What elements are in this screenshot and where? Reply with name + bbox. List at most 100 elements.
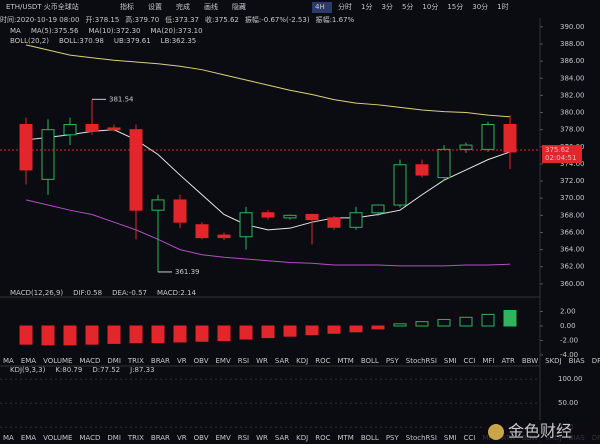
- macd-bar: [481, 313, 495, 327]
- candle-body: [305, 213, 319, 221]
- indicator-tab[interactable]: StochRSI: [406, 434, 437, 442]
- indicator-tab[interactable]: VR: [177, 357, 187, 365]
- indicator-tab[interactable]: CCI: [463, 434, 475, 442]
- indicator-tab[interactable]: SAR: [275, 357, 289, 365]
- indicator-tab[interactable]: BOLL: [361, 357, 379, 365]
- macd-bar: [371, 325, 385, 330]
- indicator-tab[interactable]: EMV: [215, 357, 230, 365]
- indicator-tab[interactable]: WR: [256, 434, 268, 442]
- period-tab[interactable]: 10分: [422, 2, 438, 11]
- macd-bar: [283, 325, 297, 337]
- indicator-tab[interactable]: MA: [3, 434, 14, 442]
- macd-bar: [129, 325, 143, 344]
- indicator-line: [25, 44, 511, 118]
- period-tab[interactable]: 30分: [472, 2, 488, 11]
- indicator-tab[interactable]: PSY: [386, 434, 400, 442]
- indicator-tab[interactable]: TRIX: [127, 434, 144, 442]
- period-tab[interactable]: 5分: [402, 2, 413, 11]
- indicator-tab[interactable]: SMI: [444, 357, 457, 365]
- indicator-tab[interactable]: ROC: [315, 434, 330, 442]
- indicator-tab[interactable]: RSI: [238, 434, 249, 442]
- indicator-tab[interactable]: MTM: [337, 434, 353, 442]
- period-tab[interactable]: 分时: [338, 2, 352, 11]
- indicator-tab[interactable]: DMI: [107, 434, 121, 442]
- indicator-tab[interactable]: VOLUME: [43, 357, 72, 365]
- annotation: 361.39: [175, 268, 200, 276]
- indicator-tab[interactable]: RSI: [238, 357, 249, 365]
- indicator-tab[interactable]: DPO: [592, 357, 600, 365]
- indicator-tab[interactable]: OBV: [194, 434, 209, 442]
- macd-bar: [173, 325, 187, 343]
- indicator-tab[interactable]: MACD: [79, 434, 100, 442]
- indicator-tab[interactable]: CCI: [463, 357, 475, 365]
- indicator-tab[interactable]: MA: [3, 357, 14, 365]
- candle-body: [371, 204, 385, 214]
- candle-body: [85, 124, 99, 132]
- indicator-tab[interactable]: DMI: [107, 357, 121, 365]
- macd-bar: [85, 325, 99, 345]
- candle-body: [393, 164, 407, 206]
- indicator-tab[interactable]: MFI: [482, 357, 494, 365]
- info-item: 低:373.37: [165, 15, 199, 24]
- candle-body: [19, 124, 33, 171]
- candle-body: [261, 212, 275, 218]
- pair-title[interactable]: ETH/USDT 火币全球站: [6, 2, 79, 11]
- period-tab[interactable]: 1分: [361, 2, 372, 11]
- indicator-tab[interactable]: SAR: [275, 434, 289, 442]
- indicator-tab[interactable]: ATR: [501, 357, 515, 365]
- macd-bar: [415, 321, 429, 327]
- ma-legend: MA(5):375.56: [31, 27, 79, 35]
- macd-legend: DIF:0.58: [73, 289, 102, 297]
- tool-button[interactable]: 隐藏: [232, 2, 246, 11]
- macd-bar: [437, 318, 451, 327]
- indicator-tab[interactable]: VR: [177, 434, 187, 442]
- macd-bar: [217, 325, 231, 342]
- indicator-tab[interactable]: TRIX: [127, 357, 144, 365]
- macd-bar: [305, 325, 319, 336]
- y-tick-label: 380.00: [560, 109, 585, 117]
- indicator-tab[interactable]: MTM: [337, 357, 353, 365]
- indicator-tab[interactable]: VOLUME: [43, 434, 72, 442]
- indicator-tab[interactable]: KDJ: [296, 357, 308, 365]
- candle-body: [63, 124, 77, 136]
- indicator-tab[interactable]: BBW: [522, 357, 538, 365]
- indicator-tab[interactable]: WR: [256, 357, 268, 365]
- y-tick-label: 100.00: [558, 375, 583, 383]
- indicator-tab[interactable]: EMV: [215, 434, 230, 442]
- indicator-tab[interactable]: BRAR: [151, 434, 170, 442]
- indicator-tab[interactable]: ROC: [315, 357, 330, 365]
- boll-legend: UB:379.61: [114, 37, 151, 45]
- tool-button[interactable]: 画线: [204, 2, 218, 11]
- period-tab[interactable]: 3分: [381, 2, 392, 11]
- indicator-tab[interactable]: MACD: [79, 357, 100, 365]
- macd-bar: [327, 325, 341, 334]
- indicator-tab[interactable]: BOLL: [361, 434, 379, 442]
- y-tick-label: -4.00: [560, 351, 578, 359]
- y-tick-label: 362.00: [560, 263, 585, 271]
- period-tab[interactable]: 1时: [497, 2, 508, 11]
- period-tab[interactable]: 15分: [447, 2, 463, 11]
- indicator-tab[interactable]: StochRSI: [406, 357, 437, 365]
- indicator-tab[interactable]: BIAS: [569, 357, 586, 365]
- candle-body: [327, 217, 341, 228]
- indicator-tab[interactable]: KDJ: [296, 434, 308, 442]
- indicator-tab[interactable]: OBV: [194, 357, 209, 365]
- info-item: 收:375.62: [205, 15, 239, 24]
- indicator-tab[interactable]: BRAR: [151, 357, 170, 365]
- macd-bar: [107, 325, 121, 344]
- tool-button[interactable]: 完成: [176, 2, 190, 11]
- interval[interactable]: 4H: [315, 3, 325, 11]
- y-tick-label: 372.00: [560, 177, 585, 185]
- indicator-tab[interactable]: EMA: [21, 434, 36, 442]
- y-tick-label: 368.00: [560, 211, 585, 219]
- indicator-tab[interactable]: SMI: [444, 434, 457, 442]
- indicator-tab[interactable]: PSY: [386, 357, 400, 365]
- tool-button[interactable]: 设置: [148, 2, 162, 11]
- info-item: 振幅:1.67%: [316, 15, 355, 24]
- indicator-tab[interactable]: EMA: [21, 357, 36, 365]
- y-tick-label: 386.00: [560, 57, 585, 65]
- indicator-tab[interactable]: SKDJ: [545, 357, 562, 365]
- tool-button[interactable]: 指标: [120, 2, 134, 11]
